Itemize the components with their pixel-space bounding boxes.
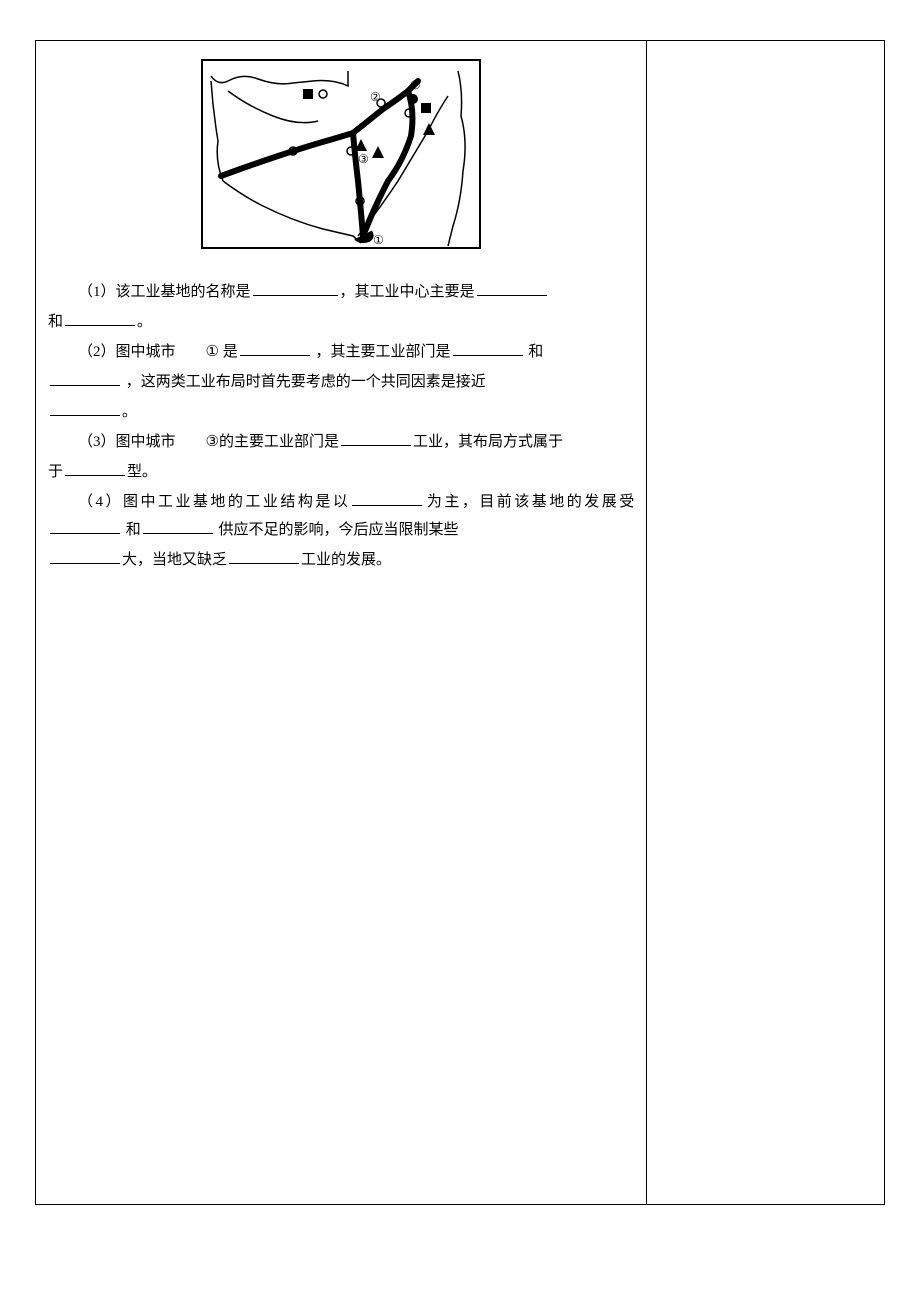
q4-blank-3[interactable]	[143, 516, 213, 534]
q3-mid2: 工业，其布局方式属于	[413, 434, 563, 450]
q1-blank-3[interactable]	[65, 308, 135, 326]
q4-mid1: 为主，目前该基地的发展受	[424, 494, 634, 510]
question-3: （3）图中城市③的主要工业部门是 工业，其布局方式属于	[48, 428, 634, 456]
q4-blank-5[interactable]	[229, 546, 299, 564]
q1-mid1: ，其工业中心主要是	[340, 284, 475, 300]
q2-prefix: （2）图中城市	[78, 344, 176, 360]
question-4-line2: 大，当地又缺乏 工业的发展。	[48, 546, 634, 574]
map-label-4: ④	[410, 78, 421, 92]
q3-prefix: （3）图中城市	[78, 434, 176, 450]
q1-suffix: 。	[137, 314, 152, 330]
q1-blank-2[interactable]	[477, 278, 547, 296]
question-4: （4）图中工业基地的工业结构是以 为主，目前该基地的发展受 和 供应不足的影响，今…	[48, 488, 634, 544]
q4-blank-2[interactable]	[50, 516, 120, 534]
map-label-1: ①	[373, 233, 384, 247]
side-column	[647, 41, 885, 1205]
q2-mid4: ，这两类工业布局时首先要考虑的一个共同因素是接近	[126, 374, 486, 390]
q2-mid2: ，其主要工业部门是	[315, 344, 450, 360]
q2-circled-1: ①	[176, 339, 219, 366]
q3-blank-1[interactable]	[341, 428, 411, 446]
q3-circled-3: ③	[176, 429, 219, 456]
q2-mid1: 是	[223, 344, 238, 360]
q2-blank-4[interactable]	[50, 398, 120, 416]
q4-prefix: （4）图中工业基地的工业结构是以	[78, 494, 350, 510]
question-2-line2: ，这两类工业布局时首先要考虑的一个共同因素是接近	[48, 368, 634, 396]
q3-blank-2[interactable]	[65, 458, 125, 476]
q4-mid4: 大，当地又缺乏	[122, 552, 227, 568]
q2-mid3: 和	[528, 344, 543, 360]
q1-prefix: （1）该工业基地的名称是	[78, 284, 251, 300]
question-3-line2: 于型。	[48, 458, 634, 486]
q4-blank-4[interactable]	[50, 546, 120, 564]
q2-suffix: 。	[122, 404, 137, 420]
main-column: ② ④ ③	[36, 41, 647, 1205]
question-1-line2: 和。	[48, 308, 634, 336]
question-1: （1）该工业基地的名称是 ，其工业中心主要是	[48, 278, 634, 306]
map-label-2: ②	[370, 90, 381, 104]
map-label-3: ③	[358, 152, 369, 166]
content-table: ② ④ ③	[35, 40, 885, 1205]
blank-space	[48, 576, 634, 1196]
q4-mid2: 和	[126, 522, 141, 538]
q2-blank-2[interactable]	[453, 338, 523, 356]
map-wrapper: ② ④ ③	[48, 49, 634, 276]
q4-blank-1[interactable]	[352, 488, 422, 506]
q1-blank-1[interactable]	[253, 278, 338, 296]
q1-connector: 和	[48, 314, 63, 330]
q4-mid3: 供应不足的影响，今后应当限制某些	[219, 522, 459, 538]
q2-blank-1[interactable]	[240, 338, 310, 356]
q2-blank-3[interactable]	[50, 368, 120, 386]
question-2: （2）图中城市① 是 ，其主要工业部门是 和	[48, 338, 634, 366]
question-2-line3: 。	[48, 398, 634, 426]
map-diagram: ② ④ ③	[201, 59, 481, 249]
q4-suffix: 工业的发展。	[301, 552, 391, 568]
page-container: ② ④ ③	[35, 40, 885, 1205]
q3-mid1: 的主要工业部门是	[219, 434, 339, 450]
q3-suffix: 型。	[127, 464, 157, 480]
map-svg: ② ④ ③	[203, 61, 483, 251]
